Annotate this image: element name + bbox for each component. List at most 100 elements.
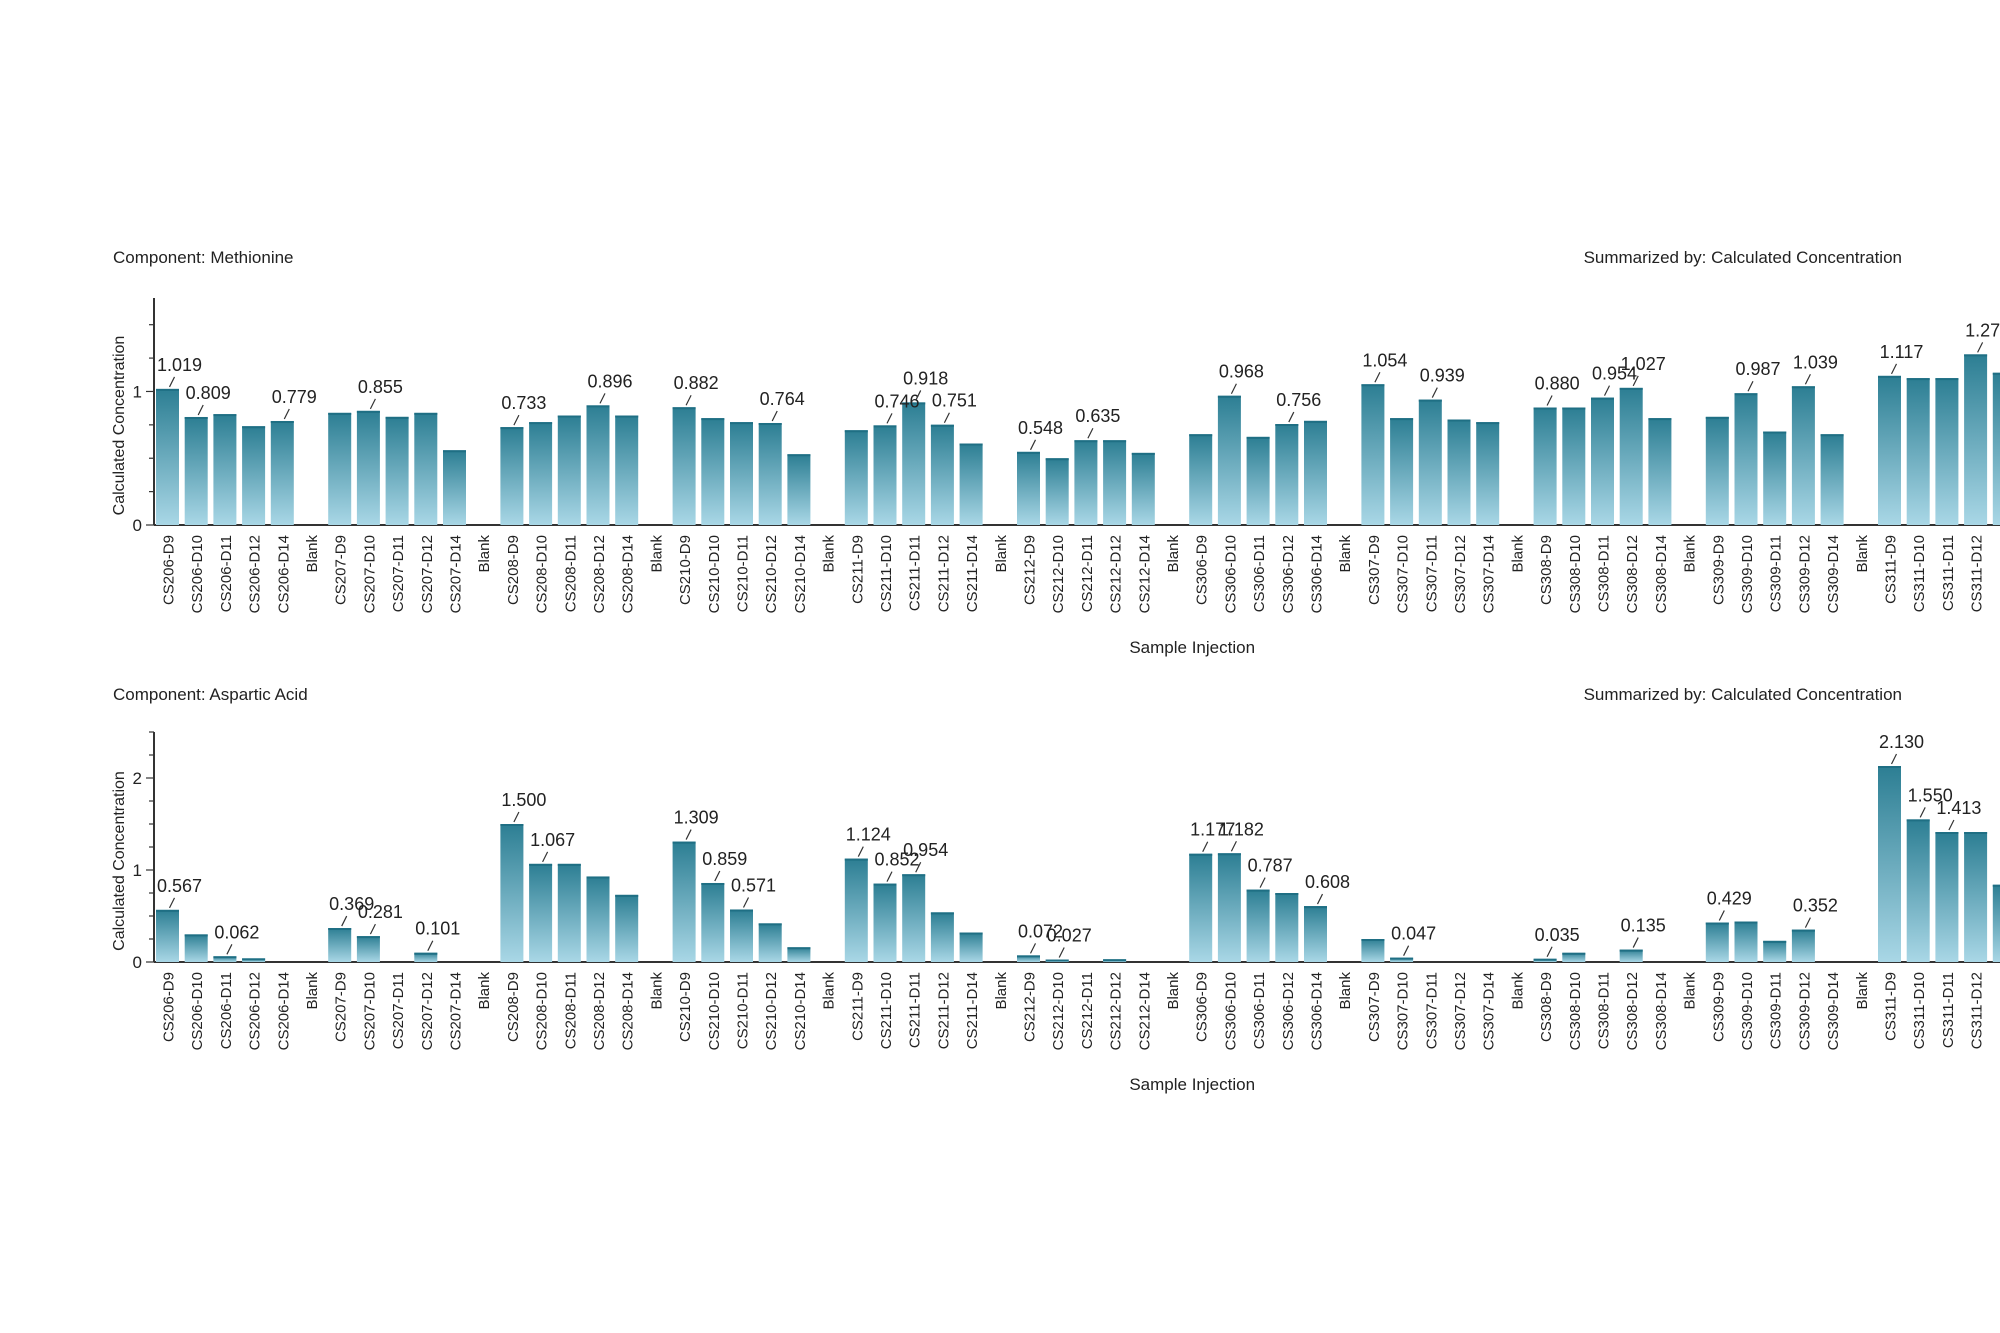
data-label-leader bbox=[1230, 840, 1237, 852]
bar bbox=[1763, 940, 1787, 962]
data-label: 1.067 bbox=[530, 830, 575, 850]
x-tick-label: CS206-D12 bbox=[247, 972, 264, 1050]
bar bbox=[615, 415, 639, 525]
data-label: 0.101 bbox=[415, 919, 460, 939]
x-tick-label: CS306-D9 bbox=[1194, 535, 1211, 605]
bar bbox=[242, 426, 266, 525]
bar bbox=[701, 418, 725, 525]
data-label: 0.954 bbox=[1592, 364, 1637, 384]
x-tick-label: CS311-D10 bbox=[1911, 972, 1928, 1049]
bar bbox=[1705, 416, 1729, 525]
x-tick-label: Blank bbox=[821, 972, 838, 1010]
bar bbox=[500, 427, 524, 525]
x-axis-title: Sample Injection bbox=[1129, 638, 1255, 657]
data-label-leader bbox=[685, 394, 692, 406]
x-tick-label: CS208-D11 bbox=[562, 972, 579, 1049]
x-tick-label: CS309-D9 bbox=[1710, 972, 1727, 1042]
bar bbox=[328, 928, 352, 962]
x-tick-label: CS210-D10 bbox=[706, 535, 723, 613]
data-label: 0.880 bbox=[1535, 373, 1580, 393]
bar bbox=[1361, 384, 1385, 525]
x-tick-label: CS309-D12 bbox=[1796, 535, 1813, 613]
bar bbox=[1045, 458, 1069, 525]
bar bbox=[356, 936, 380, 962]
methionine-chart-panel: Component: Methionine Summarized by: Cal… bbox=[0, 240, 2000, 660]
bar bbox=[1992, 884, 2000, 962]
x-tick-label: Blank bbox=[476, 972, 493, 1010]
x-tick-label: Blank bbox=[648, 972, 665, 1010]
data-label-leader bbox=[1747, 380, 1754, 392]
bar bbox=[1992, 372, 2000, 525]
data-label-leader bbox=[1977, 342, 1984, 353]
data-label-leader bbox=[886, 413, 893, 424]
x-tick-label: Blank bbox=[648, 535, 665, 573]
x-tick-label: CS311-D10 bbox=[1911, 535, 1928, 612]
x-tick-label: Blank bbox=[1682, 972, 1699, 1010]
data-label: 0.756 bbox=[1276, 390, 1321, 410]
x-tick-label: CS210-D11 bbox=[735, 972, 752, 1049]
x-tick-label: Blank bbox=[1509, 972, 1526, 1010]
data-label-leader bbox=[915, 390, 922, 401]
bar bbox=[1533, 407, 1557, 525]
data-label: 1.039 bbox=[1793, 352, 1838, 372]
data-label: 1.182 bbox=[1219, 819, 1264, 839]
bar bbox=[356, 410, 380, 525]
bar bbox=[1648, 418, 1672, 525]
aspartic-acid-chart: 0 1 2 Calculated Concentration CS206-D9 CS206… bbox=[111, 731, 2000, 1094]
x-tick-label: CS308-D11 bbox=[1596, 535, 1613, 612]
x-tick-label: CS206-D14 bbox=[275, 535, 292, 613]
y-tick-label: 0 bbox=[133, 953, 142, 972]
data-label-leader bbox=[1029, 943, 1037, 954]
data-label-leader bbox=[1603, 385, 1611, 396]
x-tick-label: CS210-D14 bbox=[792, 535, 809, 613]
data-label-leader bbox=[1919, 807, 1926, 818]
bar bbox=[1791, 929, 1815, 962]
data-label: 0.369 bbox=[329, 894, 374, 914]
x-tick-label: CS308-D11 bbox=[1596, 972, 1613, 1049]
x-tick-label: CS307-D10 bbox=[1395, 972, 1412, 1050]
y-tick-label: 1 bbox=[133, 861, 142, 880]
data-label: 1.413 bbox=[1936, 798, 1981, 818]
bar bbox=[1906, 819, 1930, 962]
bar bbox=[529, 863, 553, 962]
x-tick-label: CS207-D11 bbox=[390, 535, 407, 612]
bar bbox=[1189, 434, 1213, 525]
x-tick-label: CS212-D14 bbox=[1136, 972, 1153, 1050]
y-tick-label: 1 bbox=[133, 382, 142, 401]
bar bbox=[1820, 434, 1844, 525]
x-tick-label: Blank bbox=[476, 535, 493, 573]
x-tick-label: CS207-D10 bbox=[361, 535, 378, 613]
x-tick-label: Blank bbox=[1165, 535, 1182, 573]
x-tick-label: Blank bbox=[993, 535, 1010, 573]
data-label-leader bbox=[1948, 819, 1955, 831]
x-tick-label: CS309-D14 bbox=[1825, 535, 1842, 613]
x-tick-label: CS207-D14 bbox=[448, 535, 465, 613]
x-tick-label: CS210-D12 bbox=[763, 972, 780, 1050]
bar bbox=[213, 956, 237, 962]
bar bbox=[1591, 397, 1614, 525]
data-label: 1.309 bbox=[674, 808, 719, 828]
data-label-leader bbox=[168, 376, 176, 388]
x-tick-label: CS207-D12 bbox=[419, 972, 436, 1050]
bar bbox=[184, 934, 208, 962]
data-label: 0.939 bbox=[1420, 366, 1465, 386]
bar bbox=[1476, 422, 1500, 525]
x-tick-label: CS306-D12 bbox=[1280, 972, 1297, 1050]
x-tick-label: CS212-D11 bbox=[1079, 535, 1096, 612]
data-label-leader bbox=[685, 829, 692, 840]
bar bbox=[787, 454, 811, 525]
x-tick-label: CS206-D11 bbox=[218, 535, 235, 612]
x-tick-label: CS207-D14 bbox=[448, 972, 465, 1050]
bar bbox=[1791, 386, 1815, 525]
x-tick-label: CS206-D9 bbox=[161, 535, 178, 605]
data-label: 0.954 bbox=[903, 840, 948, 860]
x-tick-label: CS206-D12 bbox=[247, 535, 264, 613]
bar bbox=[1275, 893, 1299, 962]
data-label-leader bbox=[1804, 373, 1811, 385]
component-label: Component: Methionine bbox=[113, 248, 294, 267]
data-label: 0.896 bbox=[587, 371, 632, 391]
methionine-chart: 0 1 Calculated Concentration CS206-D9 CS206-… bbox=[111, 298, 2000, 657]
data-label-leader bbox=[1202, 841, 1209, 852]
bar bbox=[1734, 921, 1758, 962]
bar bbox=[1935, 832, 1959, 962]
